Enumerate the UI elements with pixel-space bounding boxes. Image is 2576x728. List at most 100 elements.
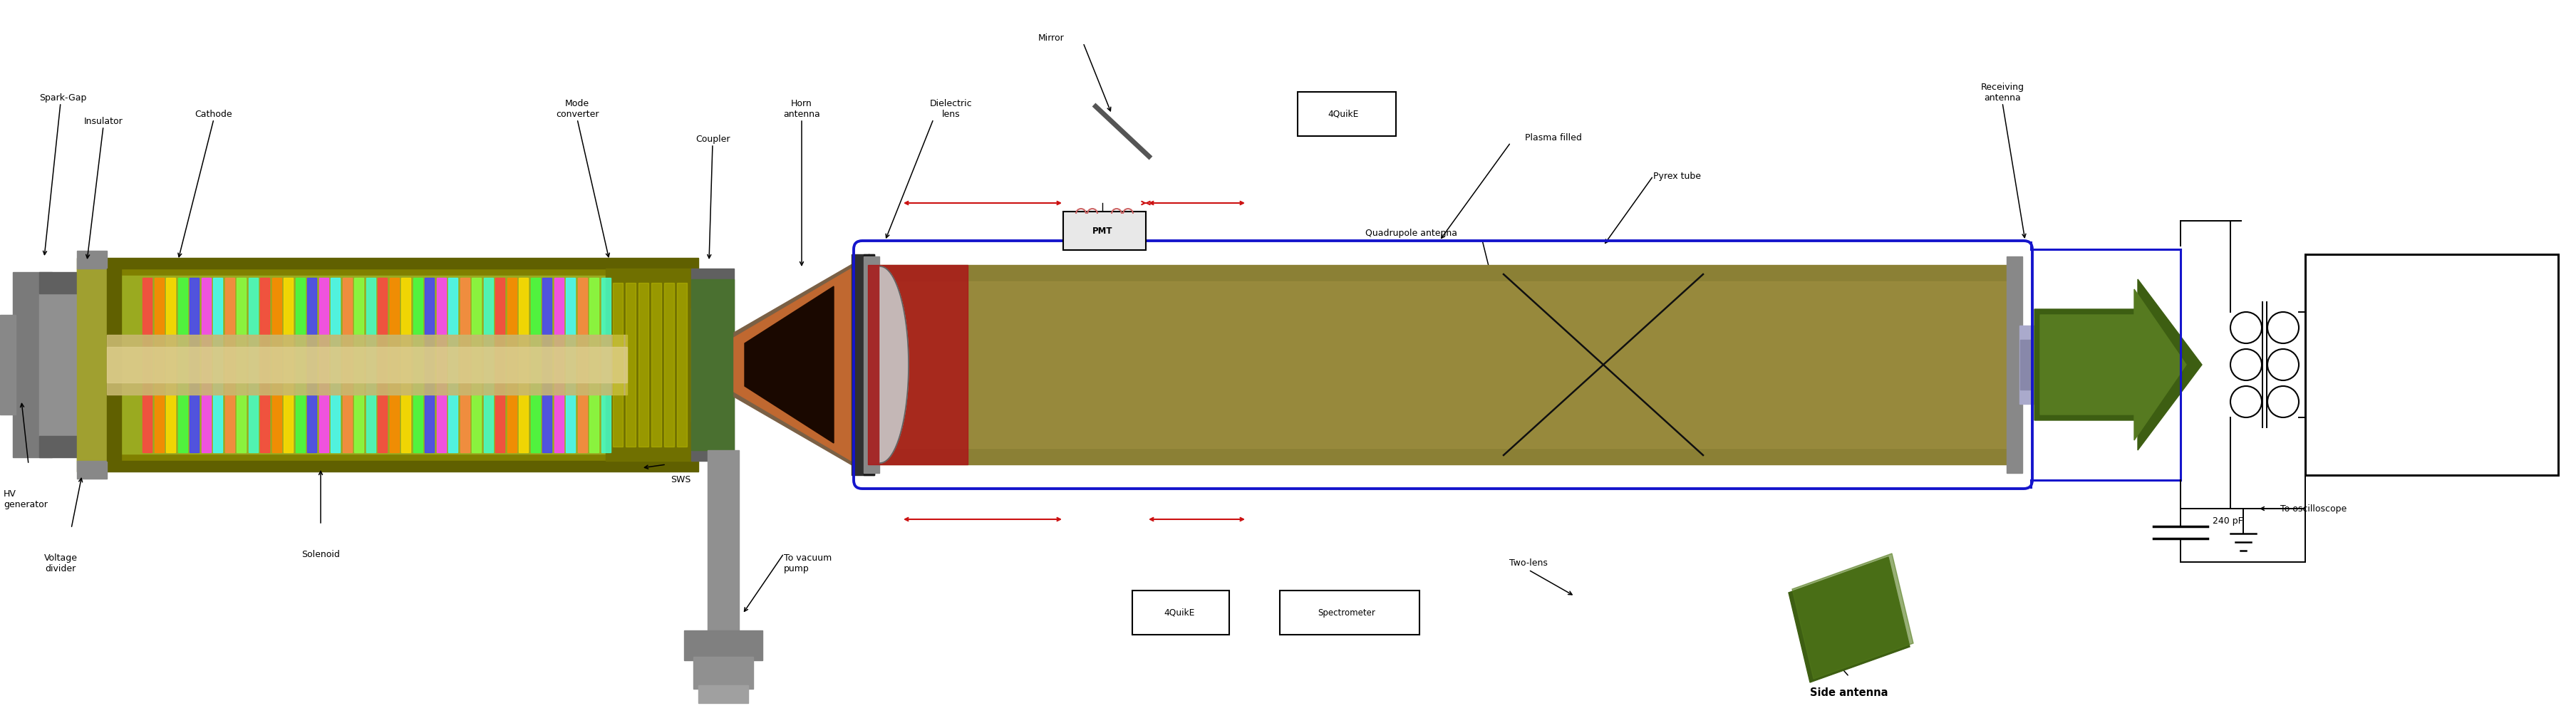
FancyBboxPatch shape bbox=[1298, 92, 1396, 136]
FancyBboxPatch shape bbox=[1064, 212, 1146, 250]
Bar bbox=[39, 436, 77, 457]
Bar bbox=[273, 277, 281, 452]
Bar bbox=[296, 277, 304, 452]
Bar bbox=[412, 277, 422, 452]
Bar bbox=[165, 277, 175, 452]
Polygon shape bbox=[1788, 557, 1909, 682]
Bar bbox=[484, 277, 492, 452]
Bar bbox=[677, 282, 688, 447]
FancyBboxPatch shape bbox=[1280, 590, 1419, 635]
Bar bbox=[191, 277, 198, 452]
Bar bbox=[77, 250, 106, 269]
Bar bbox=[507, 277, 515, 452]
Bar bbox=[39, 293, 77, 436]
Polygon shape bbox=[734, 269, 853, 461]
Text: Two-lens: Two-lens bbox=[1510, 558, 1548, 568]
Text: Pyrex tube: Pyrex tube bbox=[1654, 171, 1700, 181]
Bar bbox=[544, 277, 551, 452]
Bar bbox=[605, 269, 698, 461]
Text: 120 cm: 120 cm bbox=[1054, 379, 1084, 387]
Bar bbox=[708, 450, 739, 636]
Text: Plasma filled: Plasma filled bbox=[1525, 133, 1582, 143]
Bar bbox=[600, 277, 611, 452]
Bar bbox=[868, 281, 2017, 448]
Bar bbox=[518, 277, 528, 452]
Text: Quadrupole antenna: Quadrupole antenna bbox=[1365, 229, 1458, 238]
Bar bbox=[283, 277, 294, 452]
Bar bbox=[693, 657, 752, 689]
Bar bbox=[77, 269, 698, 461]
Text: 240 pF: 240 pF bbox=[2213, 516, 2244, 526]
Bar bbox=[343, 277, 353, 452]
Text: 2 MHz: 2 MHz bbox=[2416, 385, 2447, 395]
Bar bbox=[435, 277, 446, 452]
Polygon shape bbox=[734, 254, 868, 475]
Bar bbox=[330, 277, 340, 452]
Bar bbox=[461, 277, 469, 452]
Bar bbox=[260, 277, 270, 452]
Text: Mirror: Mirror bbox=[1038, 33, 1064, 43]
Text: Horn
antenna: Horn antenna bbox=[783, 99, 819, 119]
Bar bbox=[39, 272, 77, 293]
Bar bbox=[13, 272, 52, 457]
Text: Mode
converter: Mode converter bbox=[556, 99, 598, 119]
Text: Insulator: Insulator bbox=[85, 116, 124, 126]
Text: 4QuikE: 4QuikE bbox=[1327, 109, 1358, 119]
Bar bbox=[106, 269, 121, 461]
Bar bbox=[402, 277, 410, 452]
Bar bbox=[652, 282, 662, 447]
Bar bbox=[389, 277, 399, 452]
Bar bbox=[577, 277, 587, 452]
Text: Spectrometer: Spectrometer bbox=[1319, 608, 1376, 617]
Bar bbox=[319, 277, 327, 452]
Bar bbox=[613, 282, 623, 447]
Polygon shape bbox=[2035, 280, 2202, 450]
Bar bbox=[853, 254, 873, 475]
Bar bbox=[106, 335, 626, 395]
Polygon shape bbox=[744, 286, 835, 443]
Bar bbox=[155, 277, 162, 452]
Polygon shape bbox=[2040, 289, 2187, 440]
Bar bbox=[77, 258, 698, 269]
Bar bbox=[214, 277, 222, 452]
Bar bbox=[531, 277, 541, 452]
Bar bbox=[142, 277, 152, 452]
Bar bbox=[224, 277, 234, 452]
Bar bbox=[690, 269, 734, 308]
Bar bbox=[868, 265, 2017, 464]
Text: 40 cm: 40 cm bbox=[984, 340, 1010, 349]
Bar bbox=[2020, 340, 2030, 389]
Text: Receiving
antenna: Receiving antenna bbox=[1981, 83, 2025, 103]
Bar bbox=[201, 277, 211, 452]
Text: Voltage
divider: Voltage divider bbox=[44, 553, 77, 574]
FancyBboxPatch shape bbox=[1133, 590, 1229, 635]
Text: Solenoid: Solenoid bbox=[301, 550, 340, 559]
Bar bbox=[665, 282, 675, 447]
Text: Focal plane: Focal plane bbox=[989, 409, 1038, 418]
Bar bbox=[554, 277, 564, 452]
Bar bbox=[863, 254, 873, 475]
Bar bbox=[698, 685, 747, 703]
Bar bbox=[106, 276, 605, 454]
Text: Spark-Gap: Spark-Gap bbox=[39, 93, 88, 103]
Bar bbox=[590, 277, 598, 452]
Bar bbox=[863, 256, 878, 473]
Bar bbox=[868, 265, 969, 464]
Text: Coupler: Coupler bbox=[696, 135, 729, 144]
Bar bbox=[353, 277, 363, 452]
Text: HV
generator: HV generator bbox=[3, 489, 46, 510]
Bar bbox=[639, 282, 649, 447]
Bar bbox=[685, 630, 762, 660]
Bar bbox=[366, 277, 376, 452]
Text: To oscilloscope: To oscilloscope bbox=[2280, 504, 2347, 513]
Bar bbox=[690, 422, 734, 461]
Polygon shape bbox=[881, 266, 909, 463]
Bar bbox=[106, 347, 626, 382]
Bar bbox=[0, 314, 15, 414]
Bar bbox=[495, 277, 505, 452]
Text: To vacuum
pump: To vacuum pump bbox=[783, 553, 832, 574]
Bar bbox=[471, 277, 482, 452]
Bar bbox=[690, 308, 734, 422]
Text: SWS: SWS bbox=[670, 475, 690, 484]
Text: rf generator: rf generator bbox=[2398, 328, 2465, 337]
